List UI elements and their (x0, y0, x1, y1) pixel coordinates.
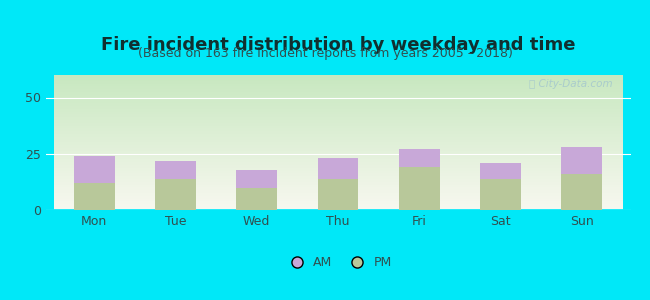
Bar (237, 169, 277, 188)
Bar (74, 156, 114, 183)
Bar (74, 183, 114, 210)
Bar (237, 188, 277, 210)
Bar (318, 158, 358, 178)
Bar (480, 163, 521, 178)
Bar (399, 149, 439, 167)
Bar (155, 178, 196, 210)
Bar (399, 167, 439, 210)
Text: (Based on 163 fire incident reports from years 2005 - 2018): (Based on 163 fire incident reports from… (138, 46, 512, 59)
Bar (480, 178, 521, 210)
Legend: AM, PM: AM, PM (280, 251, 396, 274)
Bar (562, 174, 602, 210)
Text: Ⓜ City-Data.com: Ⓜ City-Data.com (529, 79, 613, 89)
Bar (155, 160, 196, 178)
Bar (562, 147, 602, 174)
Bar (318, 178, 358, 210)
Title: Fire incident distribution by weekday and time: Fire incident distribution by weekday an… (101, 36, 575, 54)
